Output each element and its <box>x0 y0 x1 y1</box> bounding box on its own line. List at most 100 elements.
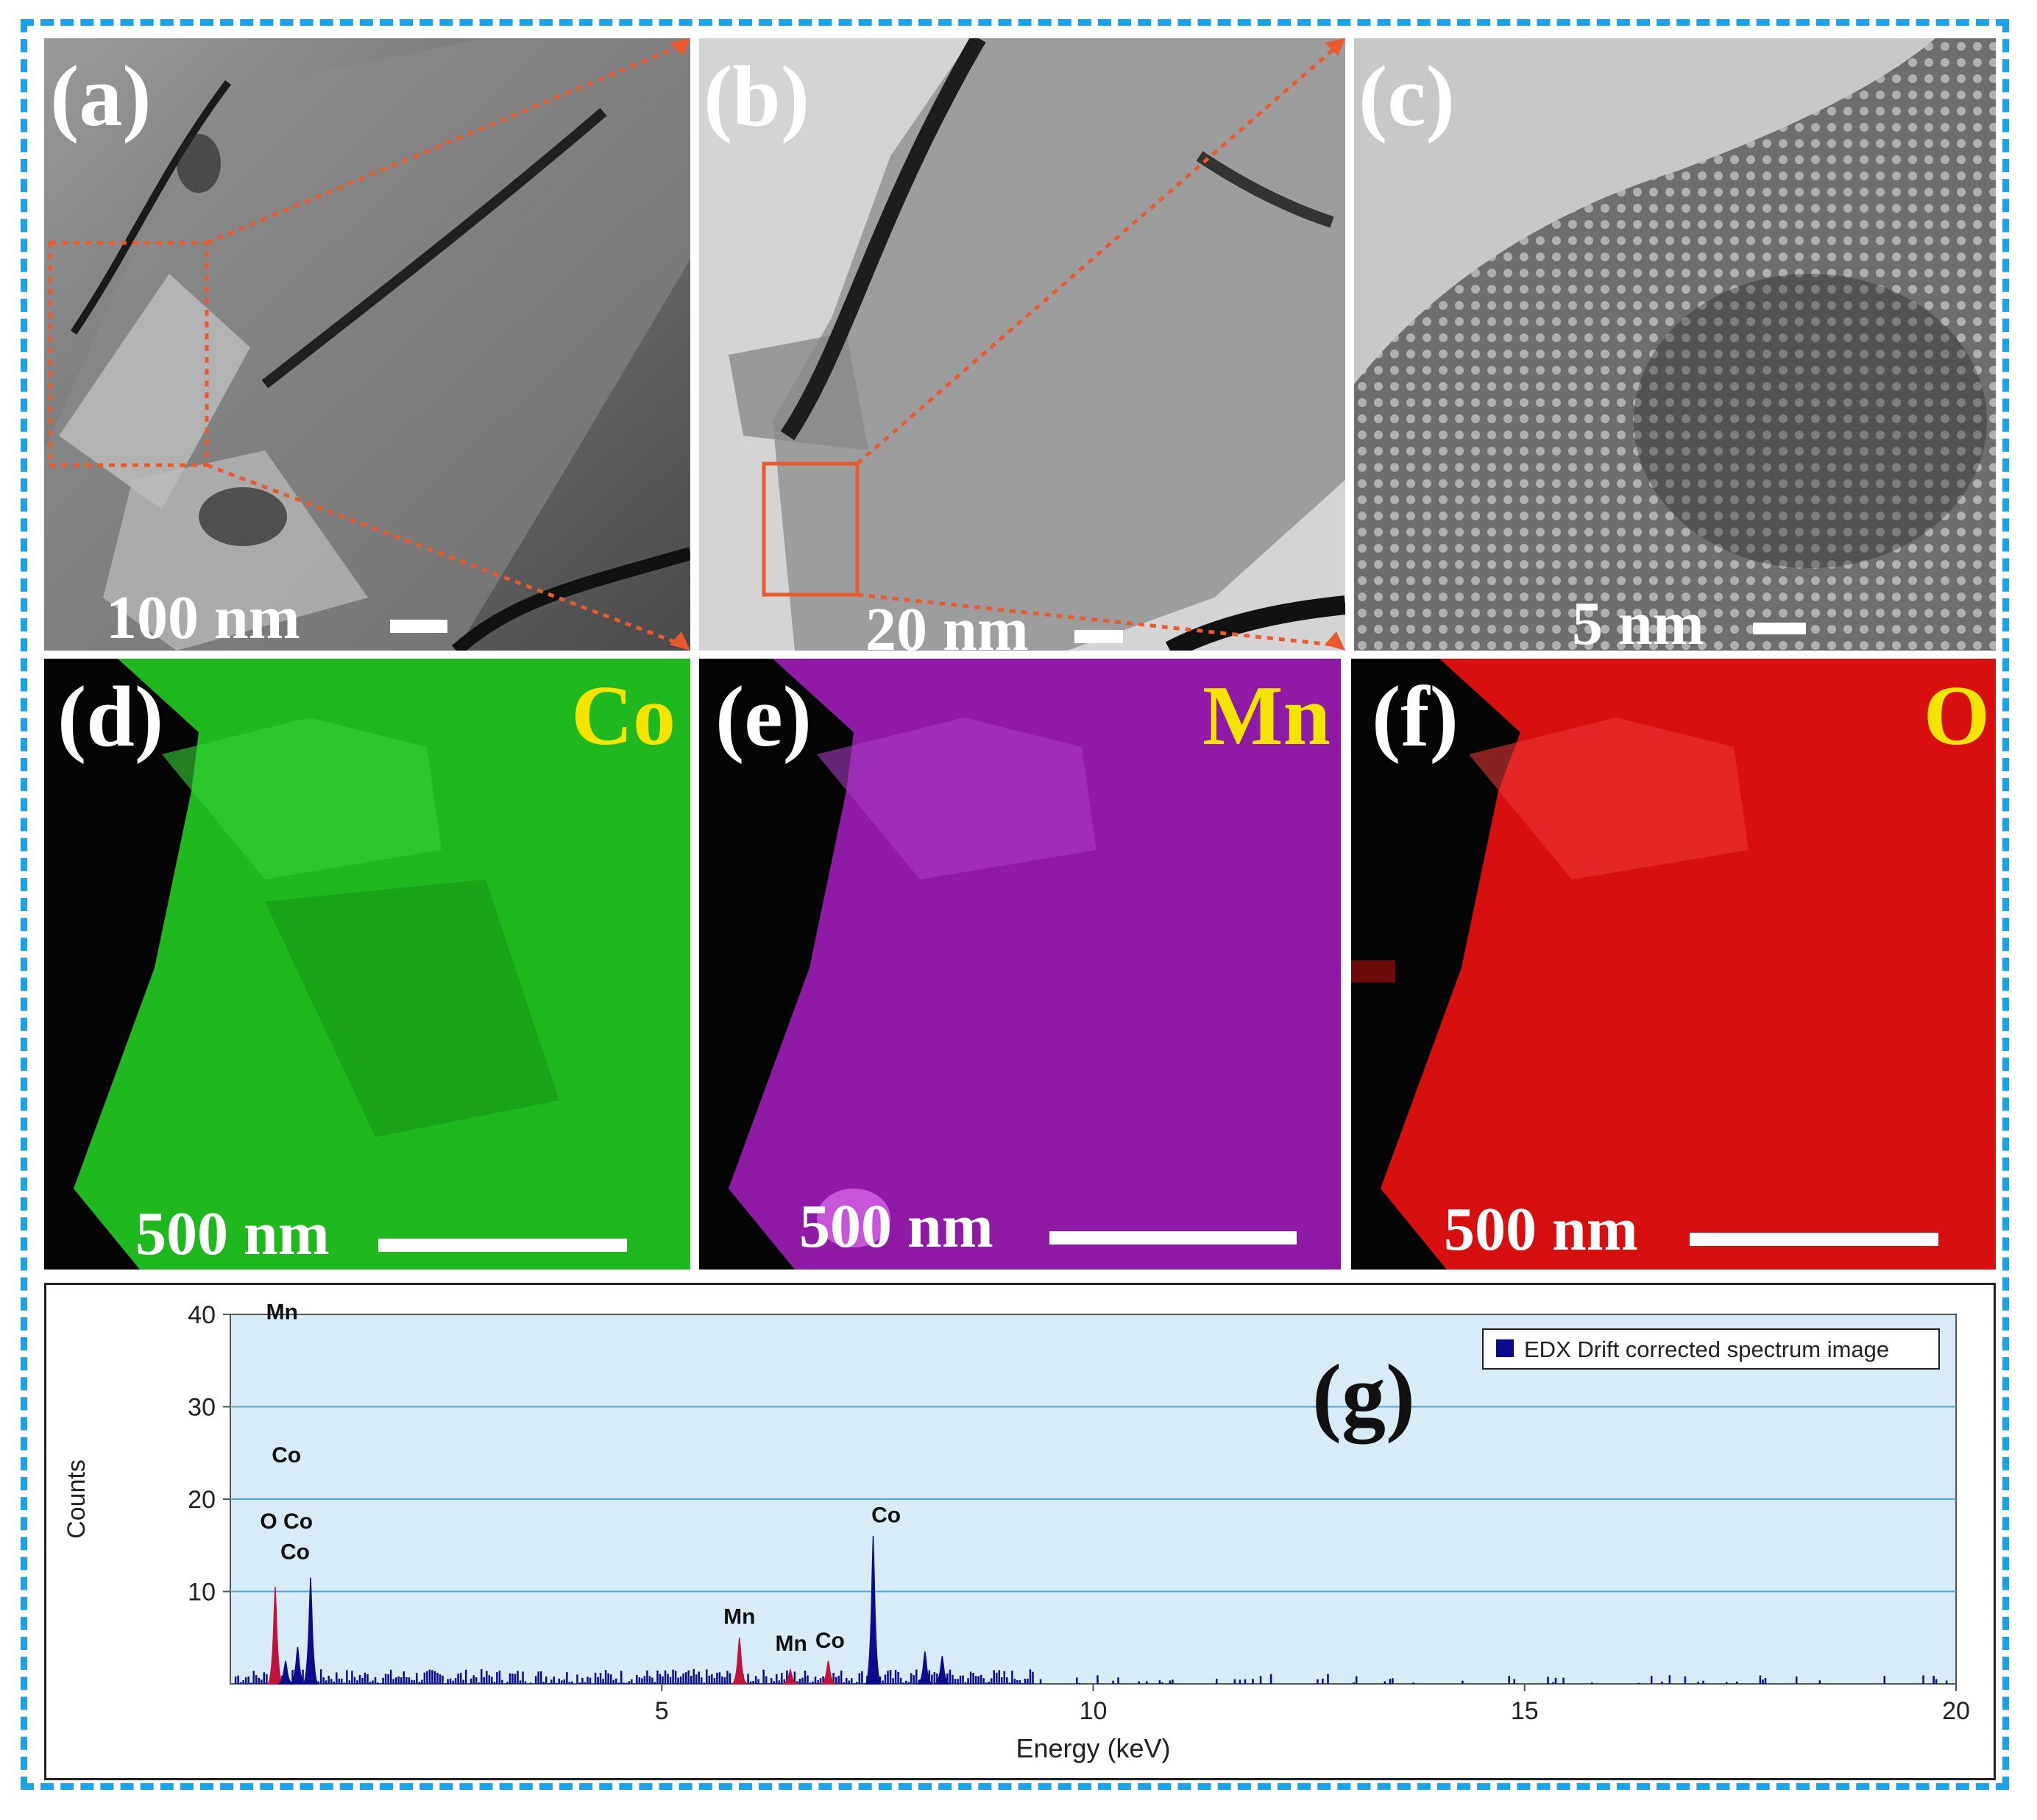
o-map-shape <box>1351 659 1996 1270</box>
spectrum-bar <box>462 1679 464 1684</box>
spectrum-bar <box>698 1671 700 1684</box>
panel-f-scale-text: 500 nm <box>1444 1195 1638 1264</box>
panel-d-element-label: Co <box>571 669 676 763</box>
spectrum-bar <box>972 1673 974 1684</box>
spectrum-bar <box>604 1670 607 1684</box>
spectrum-bar <box>809 1682 812 1684</box>
spectrum-bar <box>556 1682 558 1684</box>
spectrum-bar <box>498 1671 501 1684</box>
spectrum-bar <box>931 1674 933 1684</box>
spectrum-bar <box>539 1671 542 1684</box>
spectrum-bar <box>1462 1680 1464 1684</box>
spectrum-bar <box>361 1677 364 1684</box>
spectrum-bar <box>609 1674 612 1684</box>
spectrum-peak <box>782 1668 798 1685</box>
panel-b-tem-image: (b) 20 nm <box>699 38 1345 651</box>
spectrum-bar <box>584 1682 587 1684</box>
spectrum-bar <box>840 1670 843 1684</box>
spectrum-bar <box>1322 1678 1324 1684</box>
spectrum-bar <box>845 1677 848 1684</box>
spectrum-bar <box>578 1682 581 1684</box>
spectrum-bar <box>1097 1675 1099 1684</box>
panel-g-edx-chart: 10 20 30 40 5 10 15 20 Mn Co O Co Co Mn Mn Co Co Count… <box>44 1283 1996 1780</box>
spectrum-bar <box>537 1671 539 1684</box>
spectrum-bar <box>1018 1680 1021 1684</box>
spectrum-bar <box>506 1681 509 1684</box>
spectrum-bar <box>858 1673 861 1684</box>
peak-annotation: Mn <box>266 1300 298 1324</box>
mn-map-shape <box>729 659 1341 1270</box>
spectrum-bar <box>338 1678 341 1684</box>
spectrum-bar <box>1233 1679 1236 1684</box>
spectrum-bar <box>416 1673 418 1684</box>
peak-annotation: Co <box>280 1540 310 1565</box>
spectrum-bar <box>597 1676 599 1684</box>
spectrum-peak <box>865 1536 882 1685</box>
spectrum-bar <box>1076 1677 1078 1684</box>
spectrum-bar <box>993 1670 995 1684</box>
spectrum-bar <box>1702 1680 1704 1684</box>
spectrum-bar <box>843 1682 845 1684</box>
spectrum-bar <box>677 1677 679 1684</box>
spectrum-bar <box>1027 1679 1029 1684</box>
spectrum-bar <box>713 1678 716 1684</box>
panel-e-scale-text: 500 nm <box>799 1192 993 1261</box>
spectrum-bar <box>882 1680 884 1684</box>
spectrum-bar <box>998 1670 1001 1684</box>
y-tick-label: 10 <box>188 1579 216 1607</box>
spectrum-bar <box>651 1677 653 1684</box>
spectrum-bar <box>255 1675 258 1684</box>
spectrum-bar <box>716 1672 718 1684</box>
spectrum-bar <box>879 1676 882 1684</box>
spectrum-bar <box>915 1669 918 1684</box>
spectrum-bar <box>1269 1674 1272 1684</box>
spectrum-bar <box>534 1676 537 1684</box>
spectrum-bar <box>617 1682 620 1684</box>
spectrum-bar <box>974 1676 977 1684</box>
spectrum-bar <box>798 1679 801 1684</box>
spectrum-bar <box>1024 1678 1027 1684</box>
spectrum-bar <box>690 1676 692 1684</box>
peak-annotation: O Co <box>260 1509 313 1534</box>
spectrum-bar <box>457 1674 459 1684</box>
spectrum-bar <box>372 1680 374 1684</box>
spectrum-bar <box>548 1682 550 1684</box>
spectrum-bar <box>835 1676 837 1684</box>
spectrum-bar <box>1762 1679 1764 1684</box>
spectrum-bar <box>1259 1676 1262 1684</box>
panel-a-label: (a) <box>50 48 152 144</box>
spectrum-bar <box>1011 1671 1013 1684</box>
spectrum-bar <box>853 1683 856 1684</box>
spectrum-bar <box>587 1676 589 1684</box>
legend-label: EDX Drift corrected spectrum image <box>1524 1336 1889 1362</box>
spectrum-bar <box>581 1677 584 1684</box>
spectrum-bar <box>946 1673 949 1684</box>
spectrum-bar <box>237 1675 239 1684</box>
spectrum-bar <box>1215 1679 1218 1684</box>
spectrum-bar <box>969 1671 972 1684</box>
spectrum-bar <box>778 1680 781 1684</box>
spectrum-bar <box>599 1673 602 1684</box>
panel-c-scale-text: 5 nm <box>1572 589 1704 651</box>
spectrum-bar <box>1513 1679 1516 1684</box>
y-tick-label: 40 <box>188 1301 216 1329</box>
peak-annotation: Co <box>815 1629 845 1653</box>
spectrum-bar <box>1562 1677 1565 1684</box>
spectrum-bar <box>387 1674 389 1684</box>
spectrum-bar <box>488 1675 491 1684</box>
spectrum-bar <box>1117 1677 1119 1684</box>
spectrum-bar <box>982 1678 985 1684</box>
spectrum-bar <box>990 1678 993 1684</box>
legend-swatch <box>1496 1339 1514 1357</box>
spectrum-bar <box>985 1682 988 1684</box>
spectrum-bar <box>776 1674 778 1684</box>
spectrum-bar <box>392 1679 394 1684</box>
x-axis-label: Energy (keV) <box>1016 1733 1170 1763</box>
spectrum-bar <box>793 1671 796 1684</box>
spectrum-bar <box>913 1675 915 1684</box>
spectrum-bar <box>358 1674 361 1684</box>
spectrum-bar <box>887 1671 889 1684</box>
spectrum-bar <box>384 1674 387 1684</box>
spectrum-bar <box>607 1673 609 1684</box>
spectrum-bar <box>614 1678 617 1684</box>
